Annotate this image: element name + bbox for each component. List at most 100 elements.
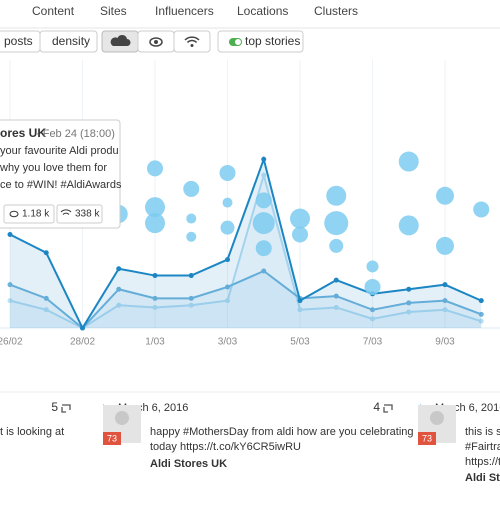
tooltip-text: ce to #WIN! #AldiAwards (0, 179, 122, 191)
point (261, 268, 267, 274)
point (188, 273, 194, 279)
tweet-text: #Fairtrad (465, 441, 500, 453)
point (80, 325, 85, 331)
bubble (290, 208, 310, 229)
point (116, 266, 122, 272)
wifi-button[interactable] (173, 30, 211, 53)
bubble (366, 260, 379, 273)
point (116, 302, 122, 308)
point (7, 298, 13, 304)
point (43, 250, 49, 256)
point (478, 298, 484, 304)
tweets: 5 t is looking at March 6, 2016 73 happy… (0, 400, 500, 484)
bubble (186, 231, 197, 242)
point (442, 298, 448, 304)
toggle-knob (235, 39, 241, 45)
x-tick-label: 1/03 (145, 337, 165, 348)
toggle-button[interactable] (217, 30, 304, 53)
button-label: density (52, 34, 90, 48)
point (43, 307, 49, 313)
tweet-text: today https://t.co/kY6CR5iwRU (150, 441, 301, 453)
point (7, 282, 13, 288)
bubble (186, 213, 197, 224)
point (297, 298, 303, 304)
button-label: posts (4, 34, 33, 48)
views: 1.18 k (22, 209, 50, 220)
x-tick-label: 28/02 (70, 337, 95, 348)
point (442, 307, 448, 313)
point (261, 172, 267, 178)
nav-tab[interactable]: Locations (237, 4, 288, 18)
x-tick-label: 7/03 (363, 337, 383, 348)
bubble (398, 215, 419, 236)
tooltip-text: your favourite Aldi produ (0, 145, 119, 157)
eye-icon (9, 210, 19, 218)
tweet-text: happy #MothersDay from aldi how are you … (150, 426, 414, 438)
retweet-icon (61, 404, 71, 413)
retweet-icon (383, 404, 393, 413)
retweet-count: 4 (373, 400, 380, 414)
nav-tab[interactable]: Clusters (314, 4, 358, 18)
tweet-author: Aldi Stores (465, 472, 500, 484)
stat-box (56, 204, 103, 224)
point (370, 316, 375, 322)
nav-tab[interactable]: Sites (100, 4, 127, 18)
point (225, 284, 230, 290)
x-tick-label: 3/03 (218, 337, 238, 348)
avatar (115, 411, 129, 425)
point (225, 257, 230, 263)
point (406, 309, 412, 315)
nav-tab[interactable]: Content (32, 4, 75, 18)
badge-text: 73 (422, 433, 432, 443)
point (152, 273, 158, 279)
point (333, 293, 339, 299)
bubble (292, 226, 308, 243)
line (9, 171, 482, 330)
point (370, 307, 375, 313)
bubble (255, 192, 272, 209)
point (406, 300, 412, 306)
cloud-icon (110, 34, 131, 46)
point (225, 298, 230, 304)
bubble (147, 160, 163, 177)
point (478, 318, 484, 324)
eye-icon (149, 37, 163, 47)
tweet-author: Aldi Stores UK (150, 458, 227, 470)
tooltip: ores UK · Feb 24 (18:00) your favourite … (0, 119, 122, 229)
point (152, 295, 158, 301)
badge (418, 432, 436, 445)
tooltip-time: · Feb 24 (18:00) (36, 128, 115, 140)
stat-box (3, 204, 55, 224)
avatar (430, 411, 444, 425)
badge-text: 73 (107, 433, 117, 443)
point (261, 156, 267, 162)
bubble (222, 197, 233, 208)
bubble (145, 213, 165, 234)
retweet-count: 5 (51, 400, 58, 414)
toolbar: posts density top stories (0, 30, 304, 53)
x-tick-label: 26/02 (0, 337, 23, 348)
bubble (436, 186, 454, 205)
point (188, 302, 194, 308)
area (10, 175, 482, 328)
nav-bar: Content Sites Influencers Locations Clus… (32, 4, 358, 18)
point (478, 311, 484, 317)
point (442, 282, 448, 288)
button[interactable] (39, 30, 98, 53)
badge (103, 432, 121, 445)
wifi-icon (184, 36, 200, 44)
bubble (220, 220, 235, 235)
point (116, 286, 122, 292)
bubble (324, 211, 349, 236)
point (333, 277, 339, 283)
line (9, 269, 482, 330)
bubble (364, 278, 381, 295)
nav-tab[interactable]: Influencers (155, 4, 214, 18)
point (297, 307, 303, 313)
point (333, 304, 339, 310)
tooltip-text: why you love them for (0, 162, 107, 174)
tweet-text: t is looking at (0, 426, 64, 438)
wifi-icon (190, 44, 194, 47)
tweet-text: https://t (465, 456, 500, 468)
